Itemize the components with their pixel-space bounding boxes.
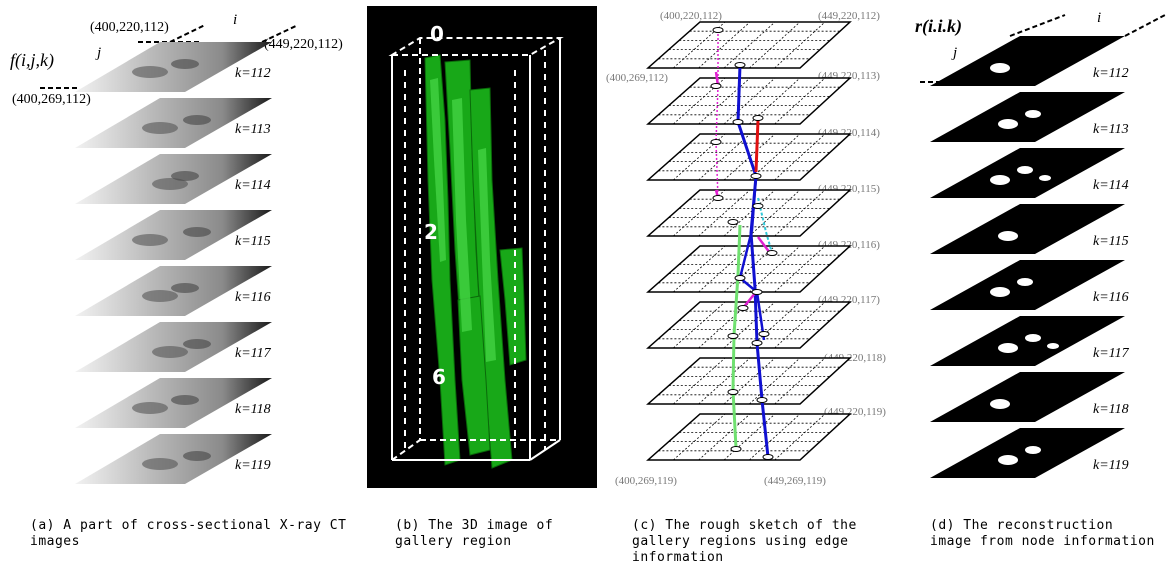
slice-label: k=113 bbox=[235, 122, 271, 137]
reconstruction-slice bbox=[930, 92, 1125, 142]
axis-i-d: i bbox=[1097, 10, 1102, 26]
reconstruction-slice bbox=[930, 316, 1125, 366]
slice-label: k=113 bbox=[1093, 122, 1129, 137]
slice-label: k=114 bbox=[235, 178, 271, 193]
slice-label: k=112 bbox=[1093, 66, 1129, 81]
slice-label: k=114 bbox=[1093, 178, 1129, 193]
coord-left-top-c: (400,269,112) bbox=[606, 72, 668, 84]
edge-sketch-c bbox=[710, 27, 778, 460]
render-label-6: 6 bbox=[432, 365, 446, 389]
grid-plane bbox=[646, 413, 852, 461]
render-label-0: 0 bbox=[430, 22, 444, 46]
caption-a: (a) A part of cross-sectional X-ray CT i… bbox=[30, 518, 347, 549]
grid-plane bbox=[646, 77, 852, 125]
reconstruction-slice bbox=[930, 260, 1125, 310]
reconstruction-slice bbox=[930, 36, 1125, 86]
coord-bottom-right-c: (449,269,119) bbox=[764, 475, 826, 487]
slice-label: k=115 bbox=[235, 234, 271, 249]
coord-right-a: (449,220,112) bbox=[264, 37, 343, 52]
axis-j-d: j bbox=[953, 45, 958, 61]
ct-slices-a bbox=[75, 42, 272, 484]
ct-slice bbox=[75, 42, 272, 92]
caption-d: (d) The reconstruction image from node i… bbox=[930, 518, 1155, 549]
slice-label: k=116 bbox=[235, 290, 271, 305]
slice-label: k=116 bbox=[1093, 290, 1129, 305]
coord-right-c: (449,220,112) bbox=[818, 10, 880, 22]
reconstruction-slice bbox=[930, 428, 1125, 478]
coord-top-a: (400,220,112) bbox=[90, 20, 169, 35]
slice-label: k=119 bbox=[1093, 458, 1129, 473]
slice-label: k=117 bbox=[1093, 346, 1129, 361]
reconstruction-slice bbox=[930, 148, 1125, 198]
slice-label: k=118 bbox=[235, 402, 271, 417]
grid-plane bbox=[646, 301, 852, 349]
reconstruction-slice bbox=[930, 372, 1125, 422]
ct-slice bbox=[75, 378, 272, 428]
ct-slice bbox=[75, 266, 272, 316]
slice-label: k=117 bbox=[235, 346, 271, 361]
axis-j-a: j bbox=[97, 45, 102, 61]
grid-plane bbox=[646, 245, 852, 293]
ct-slice bbox=[75, 210, 272, 260]
coord-left-a: (400,269,112) bbox=[12, 92, 91, 107]
axis-i-a: i bbox=[233, 12, 238, 28]
coord-top-c: (400,220,112) bbox=[660, 10, 722, 22]
grid-plane bbox=[646, 21, 852, 69]
slice-label: k=115 bbox=[1093, 234, 1129, 249]
function-label-a: f(i,j,k) bbox=[10, 50, 54, 70]
ct-slice bbox=[75, 154, 272, 204]
render-label-2: 2 bbox=[424, 220, 438, 244]
ct-slice bbox=[75, 98, 272, 148]
slice-label: k=119 bbox=[235, 458, 271, 473]
slice-label: k=112 bbox=[235, 66, 271, 81]
ct-slice bbox=[75, 434, 272, 484]
ct-slice bbox=[75, 322, 272, 372]
caption-c: (c) The rough sketch of the gallery regi… bbox=[632, 518, 857, 565]
axis-guides-d bbox=[920, 14, 1166, 83]
reconstruction-slice bbox=[930, 204, 1125, 254]
caption-b: (b) The 3D image of gallery region bbox=[395, 518, 554, 549]
grid-plane bbox=[646, 189, 852, 237]
render-3d-gallery bbox=[388, 37, 564, 469]
reconstruction-slices-d bbox=[930, 36, 1125, 478]
slice-label: k=118 bbox=[1093, 402, 1129, 417]
function-label-d: r(i.i.k) bbox=[915, 16, 962, 36]
coord-bottom-left-c: (400,269,119) bbox=[615, 475, 677, 487]
grid-plane bbox=[646, 357, 852, 405]
